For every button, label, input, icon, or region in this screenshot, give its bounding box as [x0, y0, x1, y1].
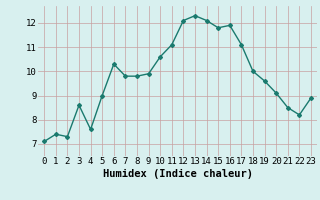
X-axis label: Humidex (Indice chaleur): Humidex (Indice chaleur)	[103, 169, 252, 179]
